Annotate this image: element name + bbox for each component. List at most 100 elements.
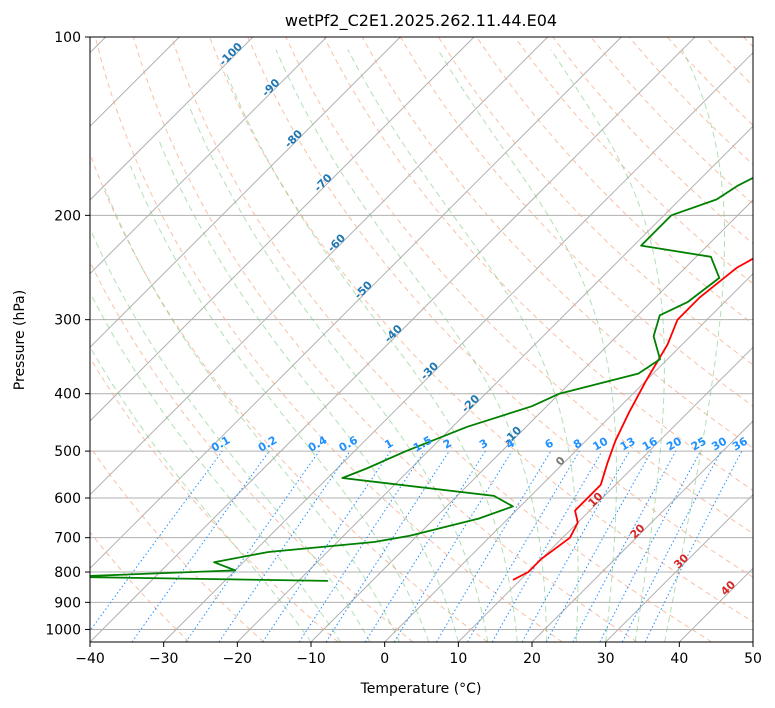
mixing-ratio-line [185,450,320,642]
moist-adiabat-line [275,49,548,642]
plot-frame [89,36,754,643]
isotherm-line [531,420,753,642]
dry-adiabat-line [90,531,190,642]
y-tick-label: 100 [54,30,81,46]
moist-adiabat-line [129,165,430,642]
y-tick-label: 700 [54,531,81,547]
moist-adiabat-line [347,49,579,642]
dry-adiabat-line [399,37,753,407]
mixing-ratio-label: 3 [477,437,490,452]
x-tick-label: −10 [296,651,326,667]
dry-adiabat-label: -60 [325,231,348,254]
dry-adiabat-label: -100 [216,40,245,69]
y-tick-label: 800 [54,565,81,581]
y-tick-label: 500 [54,444,81,460]
isotherm-line [605,493,753,642]
dry-adiabat-line [90,260,414,642]
dry-adiabat-line [90,356,339,642]
x-axis-label: Temperature (°C) [360,681,482,697]
isotherm-line [457,346,753,642]
dry-adiabat-line [743,37,753,48]
dry-adiabat-label: -50 [352,278,375,301]
mixing-ratio-line [467,450,580,642]
moist-adiabat-line [90,345,312,642]
y-tick-label: 400 [54,387,81,403]
y-tick-label: 600 [54,491,81,507]
mixing-ratio-line [131,450,270,642]
dry-adiabat-line [90,446,264,642]
dry-adiabat-line [171,37,712,642]
line-labels: 0.1 0.2 0.4 0.6 1 1.5 2 3 4 6 8 10 13 16 20 25 30 36-100-… [209,40,750,598]
mixing-ratio-line [521,450,630,642]
mixing-ratio-label: 2 [441,437,454,452]
y-tick-label: 900 [54,595,81,611]
y-tick-label: 200 [54,208,81,224]
moist-adiabat-line [90,227,371,642]
moist-adiabat-line [188,104,489,642]
dry-adiabat-line [361,37,753,449]
isotherm-line [90,37,254,201]
profile-lines [90,176,753,582]
y-axis-label: Pressure (hPa) [12,290,28,390]
mixing-ratio-line [218,450,351,642]
x-tick-label: 10 [449,651,467,667]
isotherm-line [384,272,753,642]
mixing-ratio-line [325,450,450,642]
dry-adiabat-line [247,37,753,578]
moist-adiabat-line [225,72,518,642]
background-lines [90,37,753,642]
moist-adiabat-label: 10 [586,490,606,510]
dry-adiabat-label: -70 [312,171,335,194]
x-tick-label: 50 [744,651,762,667]
mixing-ratio-line [364,450,486,642]
x-tick-label: −20 [223,651,253,667]
moist-adiabat-label: 40 [718,578,738,598]
dewpoint-profile-line [90,176,753,582]
x-tick-label: 40 [670,651,688,667]
x-tick-label: 30 [597,651,615,667]
dry-adiabat-line [476,37,753,325]
y-tick-label: 300 [54,313,81,329]
mixing-ratio-line [599,450,701,642]
x-tick-label: 20 [523,651,541,667]
moist-adiabat-line [550,49,665,642]
dry-adiabat-line [90,152,488,642]
isotherm-line [678,567,753,642]
isotherm-line [90,37,549,496]
moist-adiabat-line [664,49,726,642]
x-tick-label: 0 [380,651,389,667]
dry-adiabat-line [704,37,753,87]
mixing-ratio-line [262,450,392,642]
isotherm-line [90,37,401,349]
isotherm-line [310,199,753,642]
dry-adiabat-line [590,37,753,205]
dry-adiabat-line [94,37,563,642]
mixing-ratio-line [90,450,223,632]
chart-title: wetPf2_C2E1.2025.262.11.44.E04 [285,11,557,31]
mixing-ratio-line [435,450,552,642]
isotherm-line [90,37,328,275]
x-tick-label: −40 [75,651,105,667]
moist-adiabat-line [90,291,341,642]
isotherm-line [163,51,753,642]
isotherm-line [90,37,622,570]
mixing-ratio-line [298,450,425,642]
moist-adiabat-line [158,141,459,642]
moist-adiabat-line [104,188,400,642]
dry-adiabat-line [209,37,753,623]
isotherm-line [90,37,696,642]
mixing-ratio-line [545,450,653,642]
dry-adiabat-label: -80 [282,127,305,150]
dry-adiabat-label: -20 [459,392,482,415]
dry-adiabat-label: -90 [259,76,282,99]
dry-adiabat-line [666,37,753,126]
dry-adiabat-line [514,37,753,285]
moist-adiabat-line [437,49,617,642]
isotherm-line [752,641,753,642]
mixing-ratio-line [572,450,677,642]
moist-adiabat-label: 30 [671,551,691,571]
moist-adiabat-label: 20 [628,521,648,541]
x-tick-label: −30 [149,651,179,667]
